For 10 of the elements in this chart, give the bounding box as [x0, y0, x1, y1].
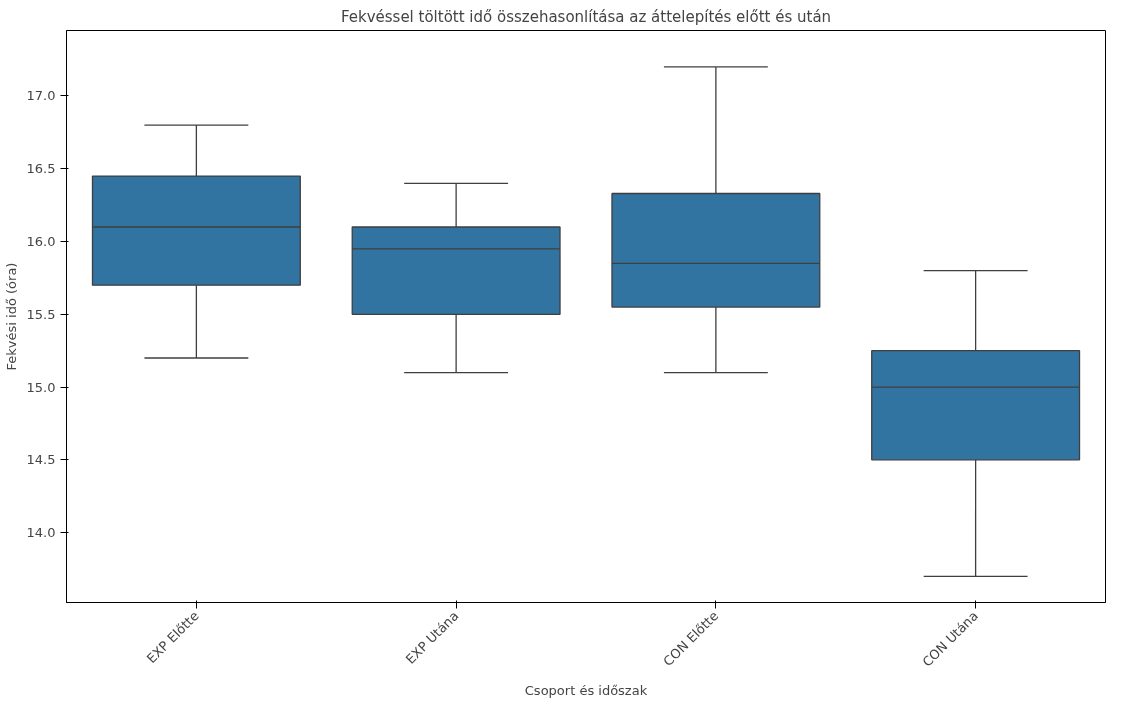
y-tick-label: 15.0 — [26, 379, 56, 395]
y-tick-label: 16.5 — [26, 161, 56, 177]
chart-title: Fekvéssel töltött idő összehasonlítása az áttelepítés előtt és után — [340, 7, 832, 26]
y-tick-label: 17.0 — [26, 88, 56, 104]
y-tick-label: 15.5 — [26, 306, 56, 322]
y-tick-label: 14.5 — [26, 452, 56, 468]
x-axis-title: Csoport és időszak — [524, 682, 648, 698]
y-tick-label: 14.0 — [26, 525, 56, 541]
y-axis-title: Fekvési idő (óra) — [3, 262, 19, 371]
y-tick-label: 16.0 — [26, 234, 56, 250]
